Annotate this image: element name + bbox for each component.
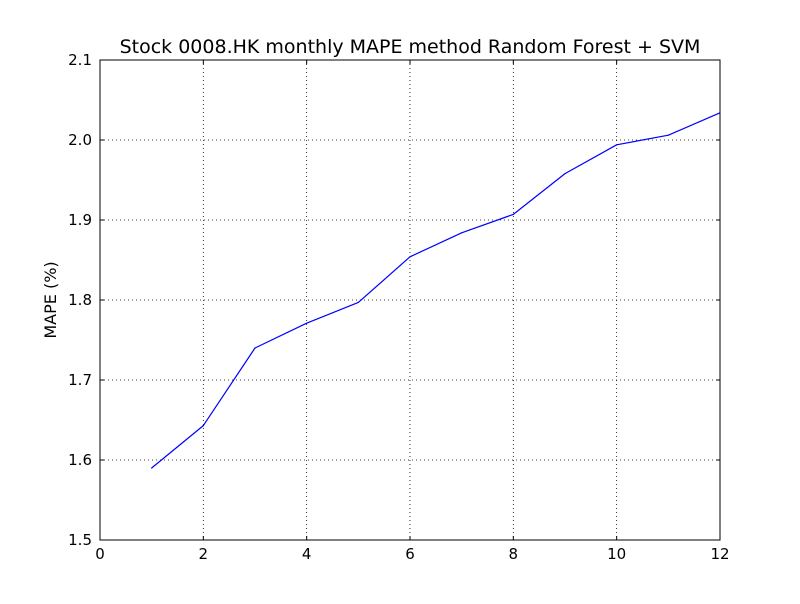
x-tick-label: 2 <box>199 545 209 563</box>
x-tick-label: 0 <box>95 545 105 563</box>
y-tick-label: 1.6 <box>68 451 92 469</box>
data-point <box>513 214 514 215</box>
y-tick-label: 1.8 <box>68 291 92 309</box>
data-point <box>409 256 410 257</box>
data-point <box>203 425 204 426</box>
data-point <box>668 135 669 136</box>
x-tick-label: 12 <box>710 545 729 563</box>
x-tick-label: 4 <box>302 545 312 563</box>
y-tick-label: 1.7 <box>68 371 92 389</box>
y-tick-label: 1.5 <box>68 531 92 549</box>
y-tick-label: 1.9 <box>68 211 92 229</box>
data-point <box>461 232 462 233</box>
data-point <box>358 302 359 303</box>
y-tick-label: 2.1 <box>68 51 92 69</box>
x-tick-labels: 0 2 4 6 8 10 12 <box>95 545 729 563</box>
y-tick-label: 2.0 <box>68 131 92 149</box>
x-tick-label: 6 <box>405 545 415 563</box>
data-point <box>151 467 152 468</box>
y-tick-labels: 1.5 1.6 1.7 1.8 1.9 2.0 2.1 <box>68 51 92 549</box>
data-point <box>306 323 307 324</box>
y-axis-label: MAPE (%) <box>41 261 60 338</box>
chart-title: Stock 0008.HK monthly MAPE method Random… <box>120 36 701 58</box>
data-point <box>564 173 565 174</box>
x-tick-label: 10 <box>607 545 626 563</box>
data-point <box>254 347 255 348</box>
x-tick-label: 8 <box>509 545 519 563</box>
data-point <box>616 144 617 145</box>
